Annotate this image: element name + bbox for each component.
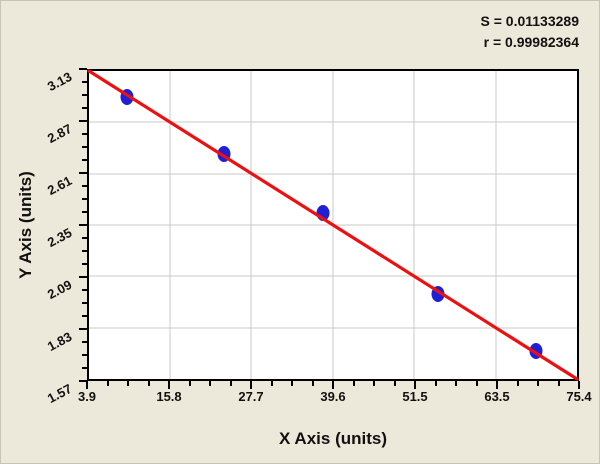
x-axis-tick	[311, 381, 314, 386]
plot-area	[87, 69, 579, 381]
x-axis-tick	[516, 381, 519, 386]
x-axis-tick	[168, 381, 170, 389]
y-axis-tick	[79, 328, 87, 330]
x-axis-title: X Axis (units)	[279, 429, 387, 448]
x-tick-label: 15.8	[156, 389, 182, 404]
y-axis-tick	[79, 276, 87, 278]
y-axis-tick	[82, 237, 87, 239]
x-axis-tick	[147, 381, 150, 386]
x-axis-tick	[352, 381, 355, 386]
x-tick-label: 75.4	[566, 389, 592, 404]
y-axis-tick	[82, 315, 87, 317]
y-tick-label: 2.87	[44, 120, 75, 147]
y-tick-label: 3.13	[44, 68, 75, 95]
x-tick-label: 39.6	[320, 389, 346, 404]
y-axis-title: Y Axis (units)	[16, 171, 35, 279]
x-axis-tick	[270, 381, 273, 386]
y-axis-tick	[82, 107, 87, 109]
y-axis-tick	[82, 302, 87, 304]
y-axis-tick	[82, 185, 87, 187]
x-axis-tick	[250, 381, 252, 389]
y-tick-label: 2.09	[44, 276, 75, 303]
x-axis-tick	[475, 381, 478, 386]
stat-s-value: S = 0.01133289	[480, 13, 580, 29]
y-axis-tick	[79, 224, 87, 226]
x-axis-tick	[496, 381, 498, 389]
y-axis-tick	[79, 380, 87, 382]
y-axis-tick	[82, 211, 87, 213]
regression-line	[89, 71, 577, 379]
x-axis-tick	[209, 381, 211, 386]
y-axis-tick	[79, 68, 87, 70]
y-axis-tick	[79, 120, 87, 122]
x-axis-tick	[434, 381, 437, 386]
y-tick-label: 1.83	[44, 328, 75, 355]
x-axis-tick	[557, 381, 560, 386]
y-axis-tick	[82, 146, 87, 148]
y-axis-tick	[82, 367, 87, 369]
x-axis-tick	[578, 381, 580, 389]
x-tick-label: 3.9	[77, 389, 97, 404]
y-axis-tick	[82, 198, 87, 200]
x-axis-tick	[229, 381, 232, 386]
x-axis-tick	[291, 381, 293, 386]
grid-line-horizontal	[89, 275, 577, 277]
y-axis-tick	[82, 81, 87, 83]
regression-line-layer	[89, 71, 577, 379]
y-axis-tick	[82, 250, 87, 252]
x-axis-tick	[188, 381, 191, 386]
grid-line-horizontal	[89, 327, 577, 329]
y-axis-tick	[82, 263, 87, 265]
x-axis-tick	[393, 381, 396, 386]
x-axis-tick	[537, 381, 539, 386]
y-axis-tick	[82, 354, 87, 356]
y-axis-tick	[82, 159, 87, 161]
x-tick-label: 51.5	[402, 389, 428, 404]
y-axis-tick	[82, 289, 87, 291]
y-axis-tick	[82, 341, 87, 343]
y-axis-tick	[82, 94, 87, 96]
x-axis-tick	[414, 381, 416, 389]
x-axis-tick	[332, 381, 334, 389]
x-axis-tick	[127, 381, 129, 386]
y-tick-label: 1.57	[44, 380, 75, 407]
x-tick-label: 27.7	[238, 389, 264, 404]
grid-line-horizontal	[89, 121, 577, 123]
y-axis-tick	[79, 172, 87, 174]
x-axis-tick	[86, 381, 88, 389]
stat-r-value: r = 0.99982364	[483, 34, 579, 50]
y-axis-tick	[82, 133, 87, 135]
x-axis-tick	[106, 381, 109, 386]
stats-block: S = 0.01133289 r = 0.99982364	[481, 11, 580, 53]
x-axis-tick	[455, 381, 457, 386]
x-axis-tick	[373, 381, 375, 386]
x-tick-label: 63.5	[484, 389, 510, 404]
grid-line-horizontal	[89, 173, 577, 175]
